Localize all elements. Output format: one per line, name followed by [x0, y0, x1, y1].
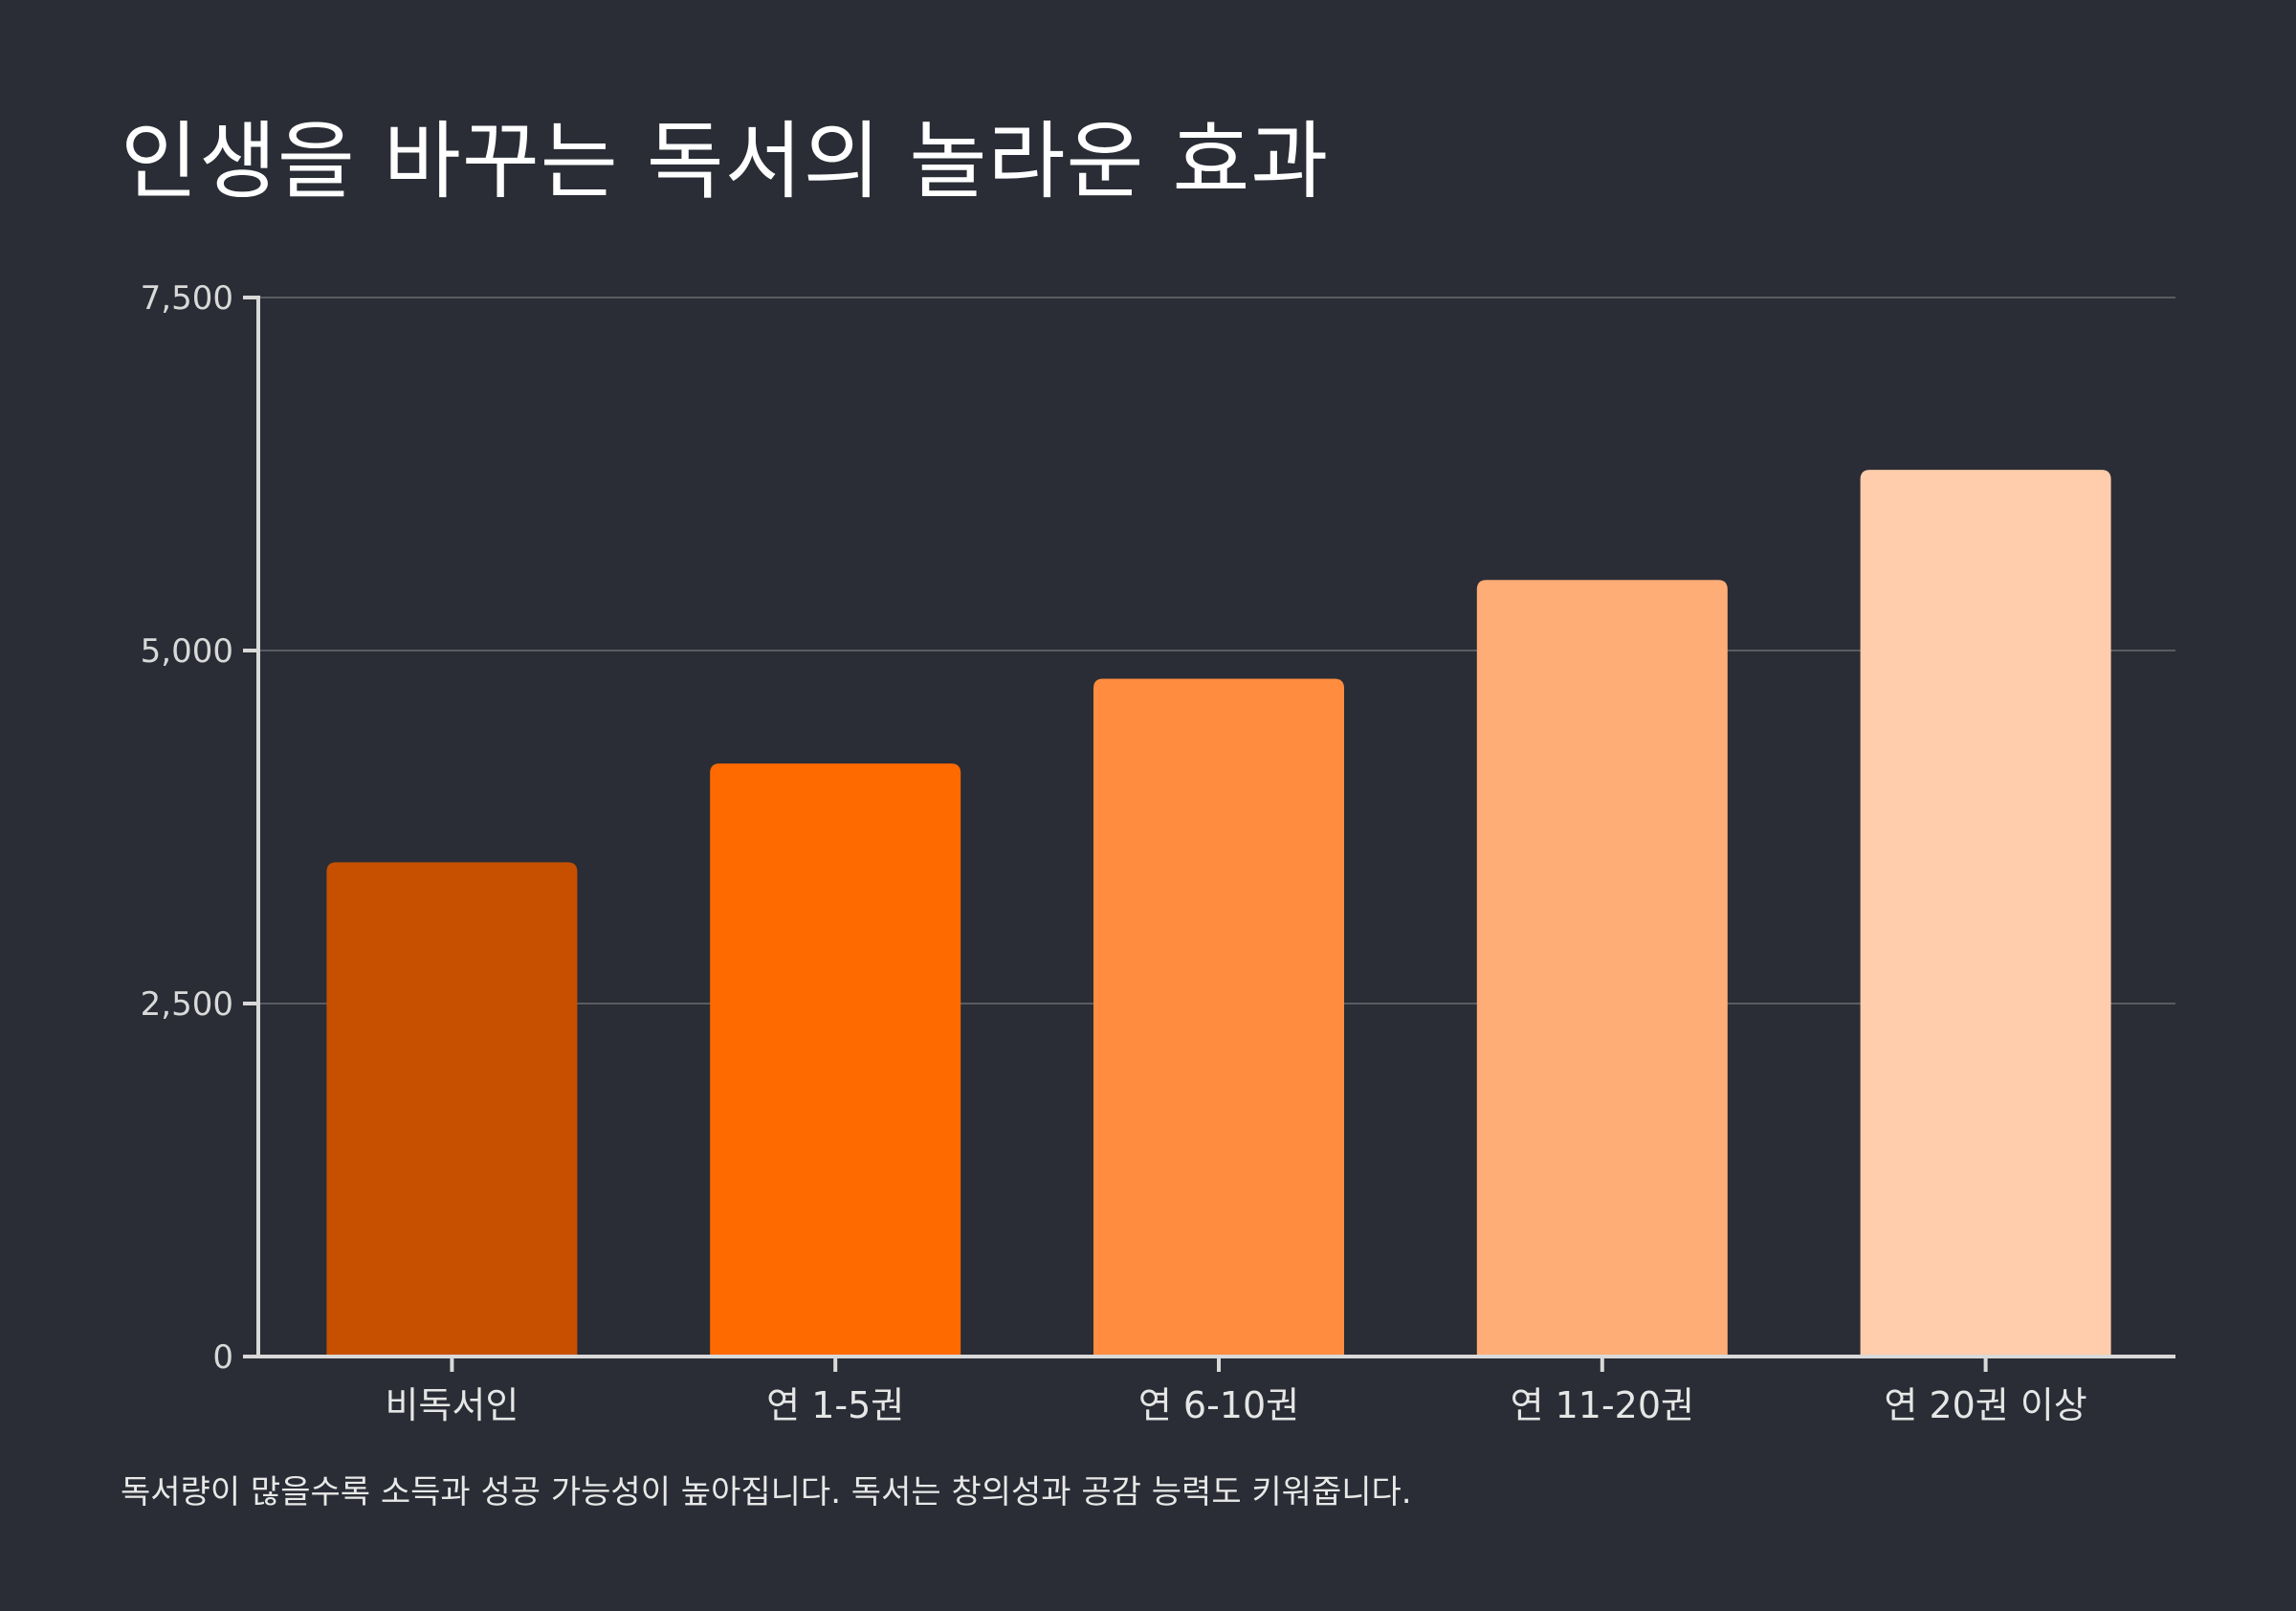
bars [326, 470, 2111, 1357]
x-tick-label-2: 연 6-10권 [1138, 1384, 1299, 1426]
bar-1 [710, 763, 961, 1357]
y-tick-label-3: 7,500 [141, 279, 233, 318]
y-tick-label-0: 0 [212, 1338, 233, 1377]
y-tick-label-2: 5,000 [141, 632, 233, 671]
axes [243, 296, 2175, 1372]
bar-3 [1476, 580, 1728, 1357]
bar-0 [326, 862, 578, 1357]
bar-2 [1093, 678, 1344, 1357]
x-tick-label-3: 연 11-20권 [1511, 1384, 1694, 1426]
x-tick-label-4: 연 20권 이상 [1884, 1384, 2086, 1426]
tick-labels: 비독서인 연 1-5권 연 6-10권 연 11-20권 연 20권 이상 0 2,500 5… [141, 279, 2087, 1426]
x-tick-label-1: 연 1-5권 [766, 1384, 904, 1426]
chart-title: 인생을 바꾸는 독서의 놀라운 효과 [121, 112, 1330, 210]
footnote: 독서량이 많을수록 소득과 성공 가능성이 높아집니다. 독서는 창의성과 공감… [121, 1473, 1412, 1512]
bar-4 [1860, 470, 2111, 1357]
y-tick-label-1: 2,500 [141, 985, 233, 1024]
x-tick-label-0: 비독서인 [385, 1384, 519, 1426]
